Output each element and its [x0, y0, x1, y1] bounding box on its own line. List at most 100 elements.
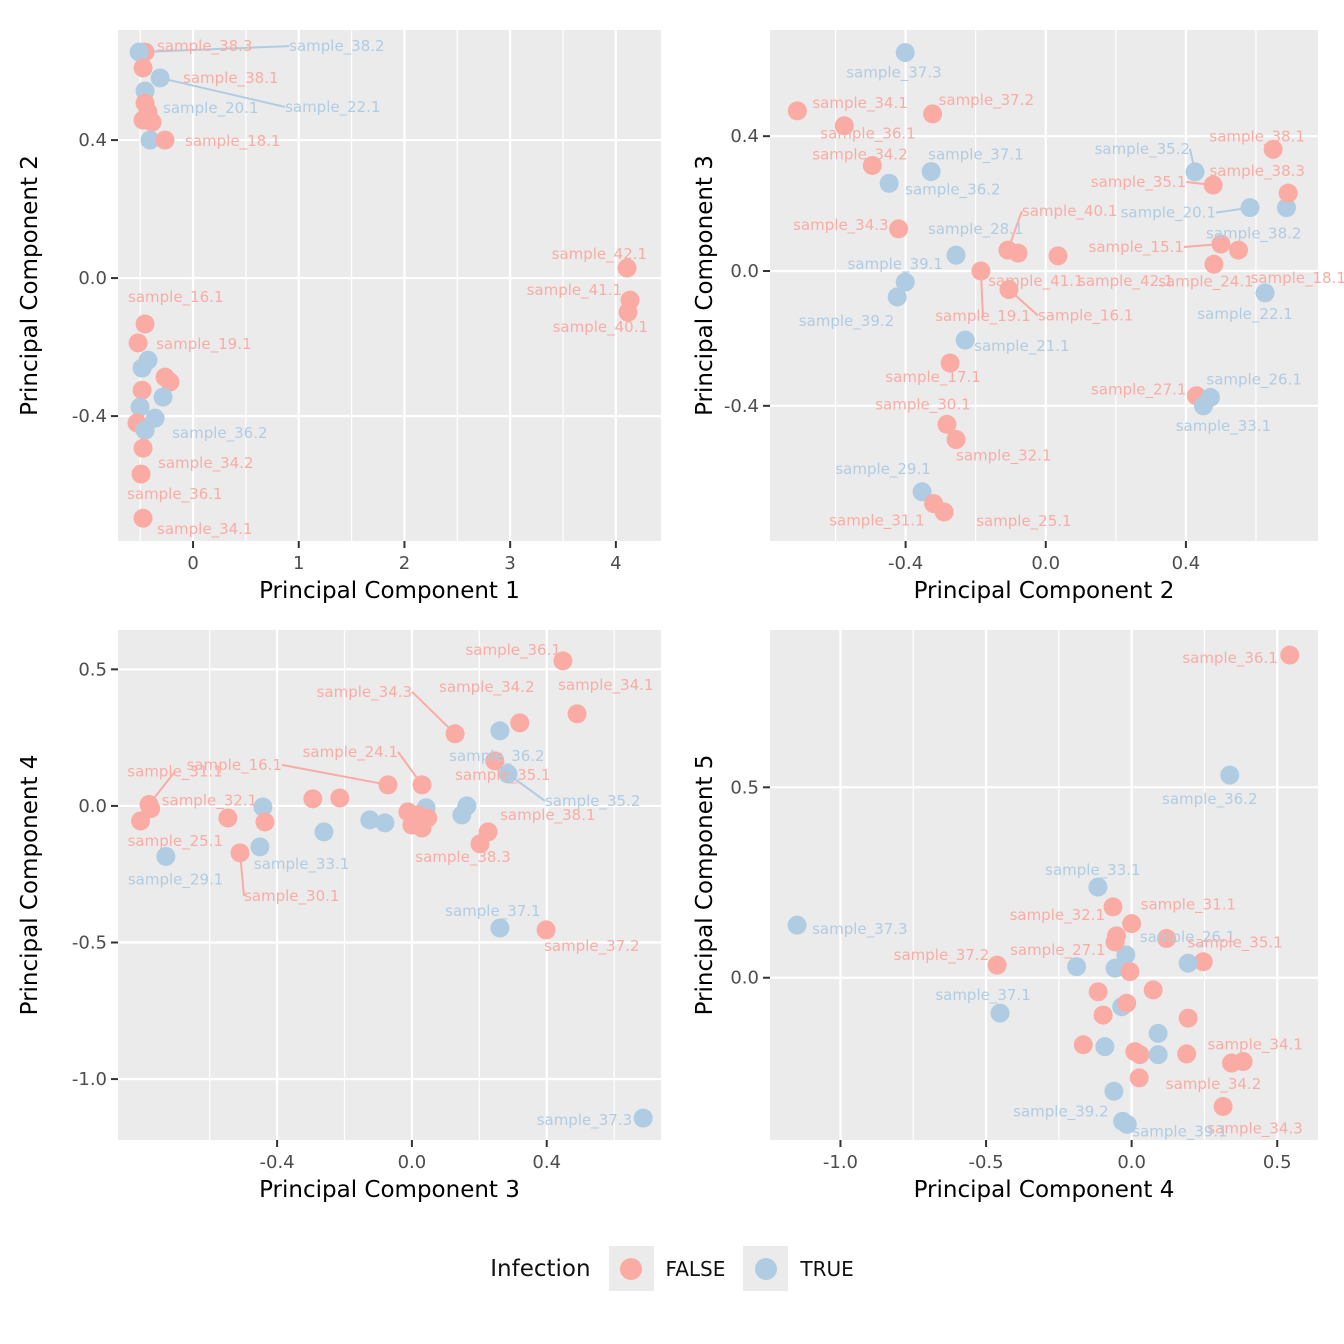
point-label: sample_33.1	[1045, 861, 1140, 880]
point-label: sample_38.3	[1209, 162, 1304, 181]
point-label: sample_16.1	[128, 288, 223, 307]
data-point	[1093, 1005, 1113, 1025]
point-label: sample_38.1	[1209, 127, 1304, 146]
label-leader-line	[281, 763, 389, 786]
point-label: sample_17.1	[885, 368, 980, 387]
point-label: sample_36.2	[449, 747, 544, 766]
legend-label-false: FALSE	[665, 1256, 726, 1281]
data-point	[378, 775, 398, 795]
data-point	[452, 805, 472, 825]
data-point	[132, 380, 152, 400]
point-label: sample_31.1	[1141, 896, 1236, 915]
data-point	[1104, 1081, 1124, 1101]
data-point	[156, 846, 176, 866]
data-point	[1228, 240, 1248, 260]
point-label: sample_31.1	[127, 763, 222, 782]
data-point	[1008, 243, 1028, 263]
data-point	[330, 788, 350, 808]
data-point	[303, 789, 323, 809]
data-point	[375, 813, 395, 833]
point-label: sample_33.1	[1176, 417, 1271, 436]
data-point	[412, 775, 432, 795]
point-label: sample_34.2	[812, 146, 907, 165]
point-label: sample_34.2	[1166, 1075, 1261, 1094]
data-point	[1157, 929, 1177, 949]
point-label: sample_27.1	[1010, 941, 1105, 960]
data-point	[1203, 175, 1223, 195]
point-label: sample_34.1	[157, 520, 252, 539]
true-dot-icon	[754, 1257, 777, 1280]
point-label: sample_38.2	[1206, 225, 1301, 244]
data-point	[255, 812, 275, 832]
x-tick-label: 0.4	[532, 1152, 561, 1173]
data-point	[1117, 993, 1137, 1013]
data-point	[1148, 1023, 1168, 1043]
point-label: sample_19.1	[156, 335, 251, 354]
data-point	[510, 713, 530, 733]
y-tick-label: 0.0	[78, 796, 107, 817]
point-label: sample_39.2	[1013, 1102, 1108, 1121]
point-label: sample_41.1	[527, 281, 622, 300]
point-label: sample_42.1	[552, 245, 647, 264]
data-point	[230, 843, 250, 863]
point-label: sample_30.1	[875, 395, 970, 414]
data-point	[617, 258, 637, 278]
point-label: sample_34.3	[1207, 1119, 1302, 1138]
data-point	[1143, 980, 1163, 1000]
data-point	[485, 751, 505, 771]
point-label: sample_37.3	[812, 920, 907, 939]
legend-item-true: TRUE	[743, 1246, 854, 1291]
point-label: sample_22.1	[285, 98, 380, 117]
data-point	[314, 822, 334, 842]
plot-panel	[770, 30, 1318, 541]
data-point	[1280, 645, 1300, 665]
x-axis-title: Principal Component 1	[259, 578, 520, 604]
data-point	[567, 704, 587, 724]
point-label: sample_37.2	[894, 946, 989, 965]
data-point	[971, 261, 991, 281]
point-label: sample_26.1	[1140, 928, 1235, 947]
data-point	[1148, 1045, 1168, 1065]
data-point	[862, 156, 882, 176]
point-label: sample_40.1	[553, 318, 648, 337]
data-point	[250, 837, 270, 857]
point-label: sample_36.2	[905, 180, 1000, 199]
point-label: sample_35.1	[1187, 934, 1282, 953]
data-point	[1120, 962, 1140, 982]
x-tick-label: -1.0	[823, 1152, 858, 1173]
x-tick-label: -0.4	[888, 553, 923, 574]
point-label: sample_34.3	[793, 216, 888, 235]
data-point	[1240, 198, 1260, 218]
data-point	[133, 58, 153, 78]
y-tick-label: -0.4	[724, 396, 759, 417]
point-label: sample_31.1	[829, 512, 924, 531]
data-point	[153, 387, 173, 407]
data-point	[131, 464, 151, 484]
point-label: sample_36.1	[820, 125, 915, 144]
data-point	[1122, 914, 1142, 934]
point-label: sample_38.1	[500, 806, 595, 825]
label-leader-line	[139, 45, 290, 54]
y-tick-label: -0.4	[72, 406, 107, 427]
data-point	[218, 808, 238, 828]
point-label: sample_34.1	[558, 676, 653, 695]
data-point	[895, 272, 915, 292]
data-point	[132, 358, 152, 378]
point-label: sample_30.1	[244, 887, 339, 906]
data-point	[160, 372, 180, 392]
point-label: sample_20.1	[1121, 204, 1216, 223]
point-label: sample_37.1	[928, 146, 1023, 165]
data-point	[150, 68, 170, 88]
data-point	[135, 314, 155, 334]
data-point	[133, 508, 153, 528]
point-label: sample_36.1	[465, 641, 560, 660]
y-tick-label: -0.5	[72, 933, 107, 954]
x-tick-label: 0.0	[1031, 553, 1060, 574]
point-label: sample_37.3	[846, 64, 941, 83]
point-label: sample_36.1	[127, 485, 222, 504]
data-point	[987, 955, 1007, 975]
data-point	[536, 920, 556, 940]
point-label: sample_37.1	[445, 902, 540, 921]
x-tick-label: 0	[187, 553, 198, 574]
